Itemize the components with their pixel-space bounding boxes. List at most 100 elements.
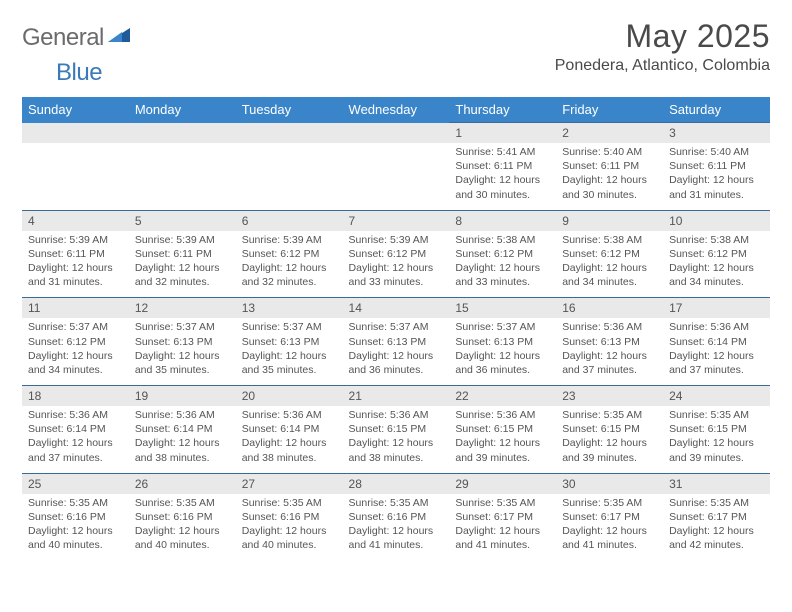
day-number-cell: 13: [236, 298, 343, 319]
day-number-cell: 12: [129, 298, 236, 319]
sunset-line: Sunset: 6:14 PM: [28, 422, 125, 436]
location-text: Ponedera, Atlantico, Colombia: [555, 57, 770, 75]
sunrise-line: Sunrise: 5:36 AM: [28, 408, 125, 422]
logo-triangle-icon: [108, 26, 130, 47]
day-info-cell: Sunrise: 5:36 AMSunset: 6:14 PMDaylight:…: [663, 318, 770, 385]
day-info-cell: Sunrise: 5:35 AMSunset: 6:16 PMDaylight:…: [129, 494, 236, 561]
sunrise-line: Sunrise: 5:37 AM: [135, 320, 232, 334]
sunset-line: Sunset: 6:12 PM: [455, 247, 552, 261]
day-info-cell: Sunrise: 5:35 AMSunset: 6:16 PMDaylight:…: [236, 494, 343, 561]
day-number-row: 45678910: [22, 210, 770, 231]
day-info-cell: Sunrise: 5:39 AMSunset: 6:12 PMDaylight:…: [343, 231, 450, 298]
day-number-cell: [236, 123, 343, 144]
day-info-cell: Sunrise: 5:39 AMSunset: 6:11 PMDaylight:…: [22, 231, 129, 298]
daylight-line: Daylight: 12 hours and 35 minutes.: [242, 349, 339, 377]
daylight-line: Daylight: 12 hours and 37 minutes.: [669, 349, 766, 377]
day-number-cell: 25: [22, 473, 129, 494]
sunset-line: Sunset: 6:16 PM: [28, 510, 125, 524]
sunrise-line: Sunrise: 5:39 AM: [28, 233, 125, 247]
day-number-cell: 19: [129, 386, 236, 407]
day-info-cell: Sunrise: 5:35 AMSunset: 6:17 PMDaylight:…: [556, 494, 663, 561]
calendar-page: General May 2025 Ponedera, Atlantico, Co…: [0, 0, 792, 560]
daylight-line: Daylight: 12 hours and 33 minutes.: [455, 261, 552, 289]
sunrise-line: Sunrise: 5:37 AM: [455, 320, 552, 334]
daylight-line: Daylight: 12 hours and 38 minutes.: [349, 436, 446, 464]
day-number-cell: 17: [663, 298, 770, 319]
day-number-row: 18192021222324: [22, 386, 770, 407]
day-number-cell: 10: [663, 210, 770, 231]
day-info-cell: Sunrise: 5:39 AMSunset: 6:12 PMDaylight:…: [236, 231, 343, 298]
daylight-line: Daylight: 12 hours and 38 minutes.: [242, 436, 339, 464]
day-number-cell: 24: [663, 386, 770, 407]
sunset-line: Sunset: 6:12 PM: [669, 247, 766, 261]
calendar-table: Sunday Monday Tuesday Wednesday Thursday…: [22, 97, 770, 560]
day-info-cell: Sunrise: 5:36 AMSunset: 6:13 PMDaylight:…: [556, 318, 663, 385]
sunset-line: Sunset: 6:11 PM: [455, 159, 552, 173]
day-number-cell: 1: [449, 123, 556, 144]
day-number-cell: 28: [343, 473, 450, 494]
daylight-line: Daylight: 12 hours and 41 minutes.: [562, 524, 659, 552]
sunrise-line: Sunrise: 5:36 AM: [135, 408, 232, 422]
daylight-line: Daylight: 12 hours and 36 minutes.: [455, 349, 552, 377]
sunrise-line: Sunrise: 5:39 AM: [349, 233, 446, 247]
sunset-line: Sunset: 6:12 PM: [242, 247, 339, 261]
day-info-row: Sunrise: 5:41 AMSunset: 6:11 PMDaylight:…: [22, 143, 770, 210]
month-title: May 2025: [555, 18, 770, 55]
daylight-line: Daylight: 12 hours and 31 minutes.: [28, 261, 125, 289]
day-number-cell: 14: [343, 298, 450, 319]
day-number-cell: 26: [129, 473, 236, 494]
sunrise-line: Sunrise: 5:35 AM: [562, 496, 659, 510]
day-number-row: 25262728293031: [22, 473, 770, 494]
day-info-cell: Sunrise: 5:36 AMSunset: 6:14 PMDaylight:…: [129, 406, 236, 473]
dow-sun: Sunday: [22, 97, 129, 123]
logo-text-general: General: [22, 24, 104, 52]
sunset-line: Sunset: 6:17 PM: [669, 510, 766, 524]
sunset-line: Sunset: 6:17 PM: [455, 510, 552, 524]
day-info-cell: Sunrise: 5:36 AMSunset: 6:15 PMDaylight:…: [343, 406, 450, 473]
day-info-cell: Sunrise: 5:36 AMSunset: 6:14 PMDaylight:…: [22, 406, 129, 473]
day-info-cell: Sunrise: 5:39 AMSunset: 6:11 PMDaylight:…: [129, 231, 236, 298]
day-info-row: Sunrise: 5:39 AMSunset: 6:11 PMDaylight:…: [22, 231, 770, 298]
daylight-line: Daylight: 12 hours and 34 minutes.: [669, 261, 766, 289]
day-number-cell: 3: [663, 123, 770, 144]
day-number-cell: 2: [556, 123, 663, 144]
sunrise-line: Sunrise: 5:38 AM: [669, 233, 766, 247]
daylight-line: Daylight: 12 hours and 40 minutes.: [28, 524, 125, 552]
day-number-cell: [343, 123, 450, 144]
day-info-cell: Sunrise: 5:38 AMSunset: 6:12 PMDaylight:…: [556, 231, 663, 298]
day-number-row: 123: [22, 123, 770, 144]
sunrise-line: Sunrise: 5:36 AM: [242, 408, 339, 422]
day-number-cell: 31: [663, 473, 770, 494]
daylight-line: Daylight: 12 hours and 30 minutes.: [455, 173, 552, 201]
day-info-cell: Sunrise: 5:37 AMSunset: 6:12 PMDaylight:…: [22, 318, 129, 385]
sunset-line: Sunset: 6:13 PM: [135, 335, 232, 349]
day-info-cell: Sunrise: 5:37 AMSunset: 6:13 PMDaylight:…: [129, 318, 236, 385]
day-number-cell: 22: [449, 386, 556, 407]
sunrise-line: Sunrise: 5:35 AM: [669, 496, 766, 510]
daylight-line: Daylight: 12 hours and 33 minutes.: [349, 261, 446, 289]
daylight-line: Daylight: 12 hours and 34 minutes.: [28, 349, 125, 377]
daylight-line: Daylight: 12 hours and 37 minutes.: [562, 349, 659, 377]
daylight-line: Daylight: 12 hours and 32 minutes.: [135, 261, 232, 289]
day-info-cell: Sunrise: 5:36 AMSunset: 6:14 PMDaylight:…: [236, 406, 343, 473]
sunrise-line: Sunrise: 5:35 AM: [28, 496, 125, 510]
dow-wed: Wednesday: [343, 97, 450, 123]
day-number-row: 11121314151617: [22, 298, 770, 319]
day-number-cell: 15: [449, 298, 556, 319]
day-number-cell: 18: [22, 386, 129, 407]
sunrise-line: Sunrise: 5:35 AM: [669, 408, 766, 422]
day-number-cell: 4: [22, 210, 129, 231]
sunrise-line: Sunrise: 5:39 AM: [135, 233, 232, 247]
day-info-cell: Sunrise: 5:40 AMSunset: 6:11 PMDaylight:…: [556, 143, 663, 210]
daylight-line: Daylight: 12 hours and 35 minutes.: [135, 349, 232, 377]
day-number-cell: 8: [449, 210, 556, 231]
sunset-line: Sunset: 6:14 PM: [669, 335, 766, 349]
sunrise-line: Sunrise: 5:37 AM: [349, 320, 446, 334]
day-number-cell: 5: [129, 210, 236, 231]
sunrise-line: Sunrise: 5:36 AM: [455, 408, 552, 422]
daylight-line: Daylight: 12 hours and 41 minutes.: [349, 524, 446, 552]
sunset-line: Sunset: 6:11 PM: [669, 159, 766, 173]
day-info-cell: Sunrise: 5:37 AMSunset: 6:13 PMDaylight:…: [343, 318, 450, 385]
day-number-cell: 27: [236, 473, 343, 494]
sunrise-line: Sunrise: 5:35 AM: [349, 496, 446, 510]
